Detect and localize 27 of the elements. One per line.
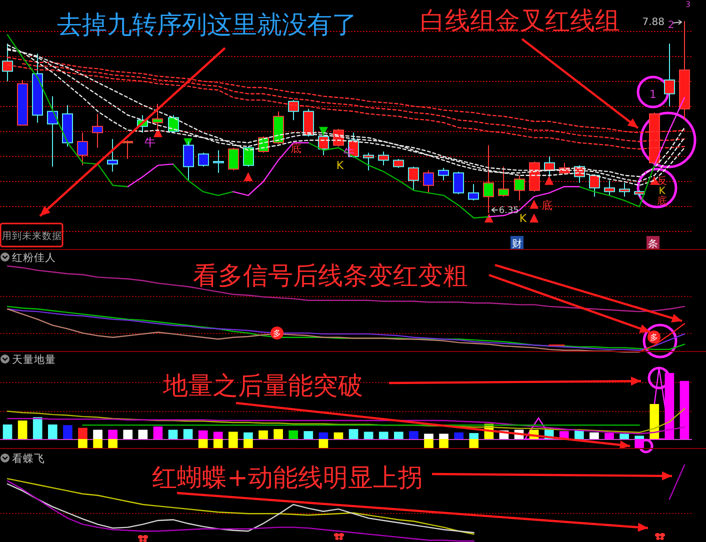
chart-title: 天量地量 <box>12 353 56 366</box>
annotation: 白线组金叉红线组 <box>420 6 620 35</box>
text: 3 <box>685 0 691 9</box>
chart-title: 红粉佳人 <box>12 252 56 264</box>
annotation: 牛 <box>344 146 354 159</box>
annotation: K <box>519 212 528 225</box>
annotation: 6.35 <box>498 206 519 216</box>
annotation: 1 <box>650 88 656 101</box>
annotation: 底 <box>290 142 302 155</box>
annotation: K <box>336 159 344 172</box>
annotation: 红蝴蝶+动能线明显上拐 <box>152 463 423 492</box>
annotation: 底 <box>542 199 552 212</box>
annotation: 底 <box>657 195 667 207</box>
annotation: 7.88 <box>642 17 664 28</box>
text: 财 <box>512 238 522 250</box>
annotation: 去掉九转序列这里就没有了 <box>57 10 357 39</box>
annotation: 看多信号后线条变红变粗 <box>193 261 468 290</box>
text: 条 <box>648 238 658 250</box>
annotation: 多 <box>650 333 658 342</box>
annotation: 反 <box>657 175 667 187</box>
annotation: 地量之后量能突破 <box>162 371 363 400</box>
annotation: 2 <box>668 20 674 31</box>
text: 用到未来数据 <box>2 230 62 242</box>
annotation: 多 <box>273 329 281 338</box>
chart-title: 看蝶飞 <box>12 452 45 465</box>
annotation: 牛 <box>144 136 156 149</box>
annotation: K <box>658 186 666 197</box>
